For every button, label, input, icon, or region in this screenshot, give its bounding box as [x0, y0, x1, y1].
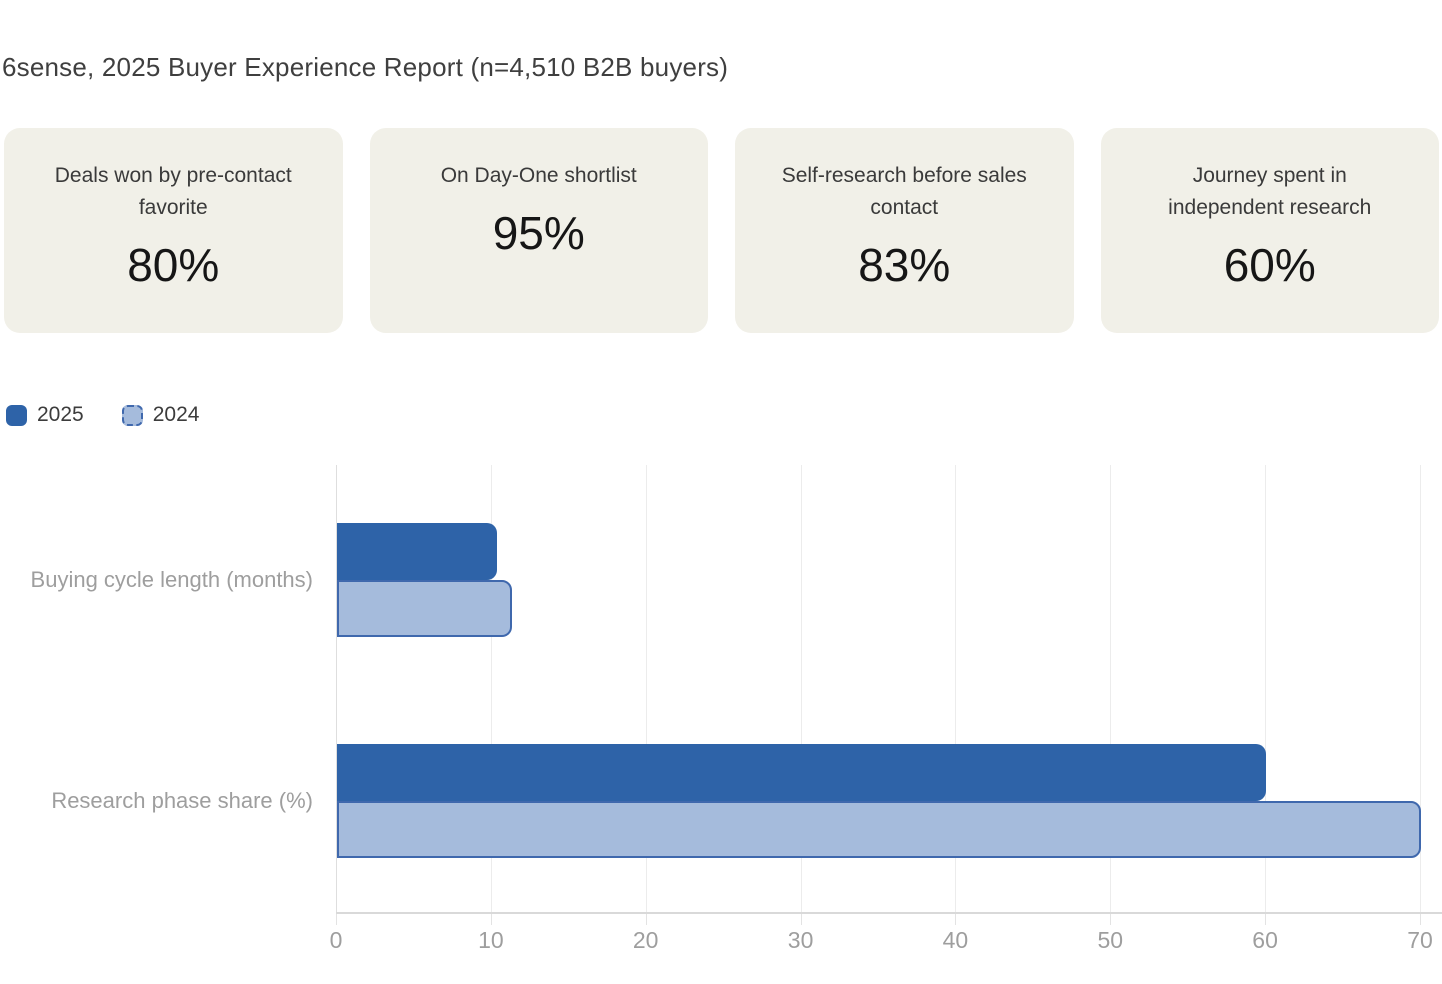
tick-mark — [336, 912, 337, 925]
gridline — [800, 465, 802, 912]
tick-mark — [800, 912, 802, 925]
stat-cards-row: Deals won by pre-contact favorite 80% On… — [4, 128, 1439, 333]
bar-research-share-2024[interactable] — [337, 801, 1421, 858]
x-tick-label: 40 — [942, 927, 969, 953]
legend-label-2024: 2024 — [152, 403, 200, 426]
gridline — [955, 465, 957, 912]
x-tick-label: 60 — [1252, 927, 1278, 953]
x-tick-label: 20 — [632, 927, 659, 953]
stat-card-self-research: Self-research before sales contact 83% — [735, 128, 1074, 333]
stat-card-label: Self-research before sales contact — [781, 164, 1027, 219]
stat-card-value: 95% — [492, 207, 585, 259]
legend-swatch-2025 — [6, 404, 27, 426]
x-axis-line — [336, 912, 1442, 914]
tick-mark — [1265, 912, 1267, 925]
tick-mark — [955, 912, 957, 925]
gridline — [1265, 465, 1267, 912]
gridline — [645, 465, 647, 912]
x-tick-label: 0 — [329, 927, 343, 953]
stat-card-deals-won: Deals won by pre-contact favorite 80% — [4, 128, 343, 333]
stat-card-value: 80% — [127, 239, 220, 291]
x-tick-label: 70 — [1407, 927, 1433, 953]
x-tick-label: 50 — [1097, 927, 1124, 953]
tick-mark — [645, 912, 647, 925]
category-label-buying-cycle: Buying cycle length (months) — [30, 567, 313, 592]
tick-mark — [490, 912, 492, 925]
legend-label-2025: 2025 — [37, 403, 84, 426]
stat-card-value: 60% — [1223, 239, 1316, 291]
stat-card-label: Journey spent in independent research — [1168, 164, 1372, 219]
gridline — [336, 465, 337, 912]
x-tick-label: 10 — [478, 927, 504, 953]
tick-mark — [1420, 912, 1421, 925]
bar-research-share-2025[interactable] — [337, 744, 1267, 801]
chart-legend: 2025 2024 — [6, 403, 199, 427]
stat-card-label: On Day-One shortlist — [440, 164, 637, 187]
stat-card-independent-research: Journey spent in independent research 60… — [1100, 128, 1439, 333]
gridline — [1110, 465, 1112, 912]
tick-mark — [1110, 912, 1112, 925]
bar-buying-cycle-2024[interactable] — [337, 580, 512, 637]
stat-card-day-one-shortlist: On Day-One shortlist 95% — [369, 128, 708, 333]
legend-item-2024[interactable]: 2024 — [121, 403, 200, 427]
legend-item-2025[interactable]: 2025 — [6, 403, 84, 427]
page-title: 6sense, 2025 Buyer Experience Report (n=… — [2, 52, 729, 82]
gridline — [490, 465, 492, 912]
grouped-bar-chart: Buying cycle length (months) Research ph… — [0, 465, 1442, 984]
legend-swatch-2024 — [121, 404, 143, 426]
category-label-research-share: Research phase share (%) — [51, 788, 313, 813]
x-tick-label: 30 — [787, 927, 814, 953]
gridline — [1420, 465, 1421, 912]
bar-buying-cycle-2025[interactable] — [337, 523, 497, 580]
stat-card-value: 83% — [858, 239, 951, 291]
stat-card-label: Deals won by pre-contact favorite — [54, 164, 292, 219]
